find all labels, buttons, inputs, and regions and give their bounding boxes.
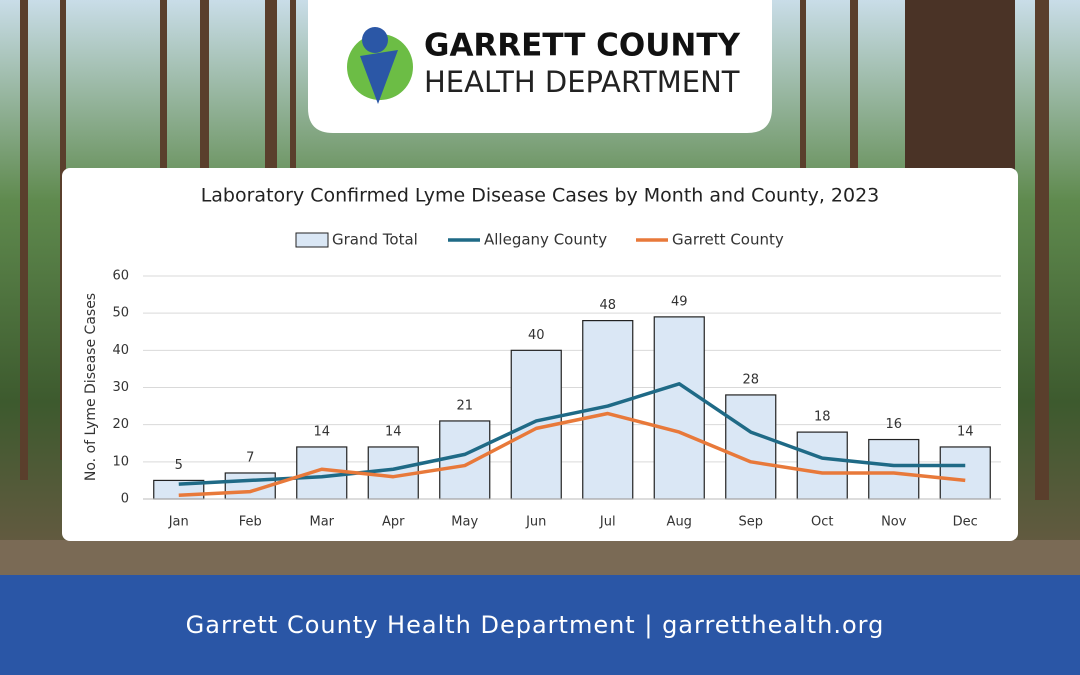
y-tick-label: 40 [112,343,129,358]
y-tick-label: 0 [121,492,129,507]
data-label: 40 [528,328,545,343]
data-label: 16 [885,417,902,432]
x-tick-label: Aug [667,515,692,530]
data-label: 48 [599,298,616,313]
data-label: 21 [456,398,473,413]
x-tick-label: Nov [881,515,907,530]
data-label: 14 [313,424,330,439]
x-tick-label: Mar [309,515,334,530]
data-label: 14 [957,424,974,439]
bar [868,438,920,500]
y-tick-label: 60 [112,269,129,284]
line [178,411,966,498]
chart-title: Laboratory Confirmed Lyme Disease Cases … [201,185,880,207]
data-label: 49 [671,294,688,309]
x-tick-label: May [451,515,478,530]
header-subtitle: HEALTH DEPARTMENT [424,65,740,99]
x-tick-label: Sep [738,515,763,530]
y-tick-label: 10 [112,454,129,469]
header-title: GARRETT COUNTY [424,28,741,64]
data-label: 18 [814,410,831,425]
line [178,382,966,486]
bar [653,316,705,500]
data-label: 5 [175,458,183,473]
data-label: 28 [742,372,759,387]
y-axis-label: No. of Lyme Disease Cases [83,293,99,481]
legend-label: Grand Total [332,231,418,249]
header-box [308,0,772,133]
footer-text: Garrett County Health Department | garre… [186,611,885,639]
bar [939,446,991,500]
x-tick-label: Jul [599,515,616,530]
bar [796,431,848,500]
x-tick-label: Jan [168,515,189,530]
logo [347,27,413,104]
x-tick-label: Apr [382,515,405,530]
data-label: 14 [385,424,402,439]
legend-swatch [295,232,329,248]
legend-label: Garrett County [672,231,784,249]
footer-bar [0,575,1080,675]
x-tick-label: Dec [953,515,978,530]
x-tick-label: Jun [525,515,546,530]
y-tick-label: 50 [112,306,129,321]
legend-label: Allegany County [484,231,607,249]
x-tick-label: Oct [811,515,833,530]
bar [725,394,777,500]
plot: 0 10 20 30 40 50 60 Jan Feb Mar Apr May Jun Jul Aug Sep… [112,231,1001,530]
ground [0,540,1080,575]
bar [439,420,491,500]
y-tick-label: 30 [112,380,129,395]
data-label: 7 [246,450,254,465]
y-tick-label: 20 [112,417,129,432]
x-tick-label: Feb [239,515,262,530]
